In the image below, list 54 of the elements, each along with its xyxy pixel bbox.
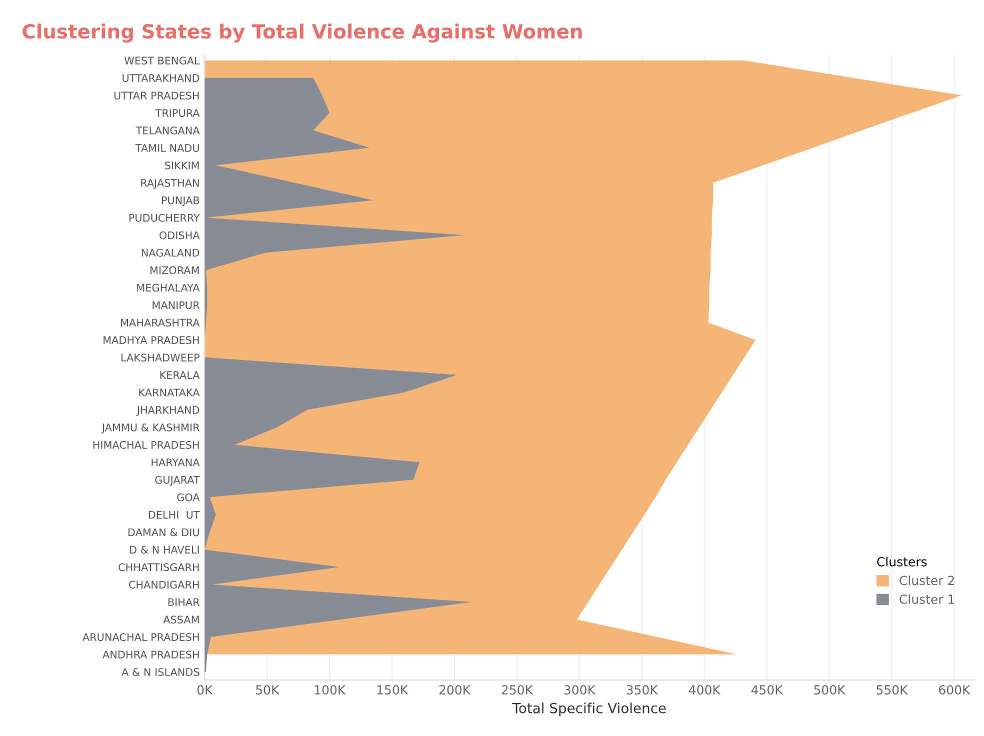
- y-tick-label: ASSAM: [163, 616, 199, 624]
- y-tick-label: TAMIL NADU: [135, 144, 199, 152]
- x-tick-label: 550K: [876, 685, 908, 695]
- x-tick-label: 350K: [626, 685, 658, 695]
- y-tick-label: DELHI UT: [148, 510, 200, 519]
- y-tick-label: ARUNACHAL PRADESH: [82, 633, 199, 642]
- y-tick-label: TRIPURA: [155, 109, 200, 117]
- y-tick-label: BIHAR: [168, 598, 200, 606]
- x-tick-label: 450K: [751, 685, 784, 695]
- y-tick-label: RAJASTHAN: [141, 178, 199, 189]
- x-tick-label: 0K: [197, 685, 214, 695]
- y-tick-label: PUDUCHERRY: [129, 214, 200, 222]
- legend-label: Cluster 2: [900, 576, 954, 586]
- y-tick-label: WEST BENGAL: [124, 56, 200, 65]
- y-tick-label: KARNATAKA: [139, 388, 200, 396]
- x-tick-label: 250K: [502, 685, 534, 695]
- y-tick-label: PUNJAB: [162, 196, 200, 206]
- y-tick-label: A & N ISLANDS: [122, 668, 200, 676]
- y-tick-label: JAMMU & KASHMIR: [101, 424, 200, 434]
- y-tick-label: CHHATTISGARH: [118, 563, 199, 572]
- legend-title: Clusters: [877, 556, 927, 566]
- y-tick-label: KERALA: [160, 371, 200, 379]
- x-tick-label: 300K: [564, 685, 596, 695]
- y-tick-label: GOA: [177, 493, 200, 502]
- y-tick-label: MADHYA PRADESH: [104, 336, 199, 344]
- x-tick-label: 150K: [377, 685, 408, 695]
- y-tick-label: MAHARASHTRA: [121, 318, 200, 327]
- y-tick-label: JHARKHAND: [136, 406, 200, 416]
- y-tick-label: SIKKIM: [165, 161, 199, 170]
- y-tick-label: MANIPUR: [152, 301, 200, 310]
- x-tick-label: 200K: [439, 685, 471, 695]
- x-tick-label: 100K: [314, 685, 346, 695]
- y-tick-label: LAKSHADWEEP: [122, 354, 200, 362]
- y-tick-label: GUJARAT: [155, 476, 200, 486]
- y-tick-label: ANDHRA PRADESH: [102, 650, 199, 658]
- legend-label: Cluster 1: [900, 594, 954, 604]
- chart-title: Clustering States by Total Violence Against Women: [22, 24, 582, 43]
- y-tick-label: D & N HAVELI: [130, 546, 199, 554]
- y-tick-label: NAGALAND: [142, 248, 200, 257]
- y-tick-label: CHANDIGARH: [129, 580, 199, 589]
- x-tick-label: 600K: [939, 685, 970, 695]
- x-tick-label: 500K: [814, 685, 846, 695]
- x-axis-title: Total Specific Violence: [512, 702, 666, 716]
- y-tick-label: MEGHALAYA: [137, 284, 200, 292]
- y-tick-label: MIZORAM: [150, 266, 199, 274]
- y-tick-label: TELANGANA: [136, 126, 200, 134]
- y-tick-label: HIMACHAL PRADESH: [93, 440, 199, 449]
- y-tick-label: UTTAR PRADESH: [114, 92, 199, 100]
- y-tick-label: ODISHA: [160, 231, 200, 240]
- y-tick-label: UTTARAKHAND: [122, 74, 200, 82]
- y-tick-label: HARYANA: [152, 458, 200, 466]
- y-tick-label: DAMAN & DIU: [128, 528, 199, 536]
- x-tick-label: 400K: [688, 685, 721, 695]
- x-tick-label: 50K: [256, 685, 280, 695]
